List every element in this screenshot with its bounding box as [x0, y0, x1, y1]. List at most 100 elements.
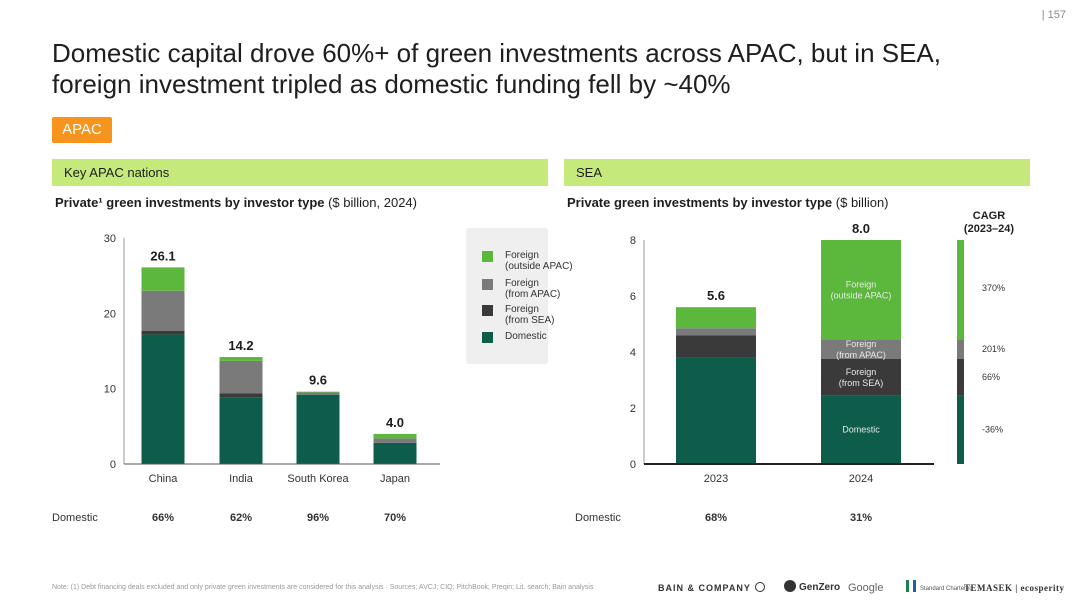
legend-item-outside-apac: Foreign (outside APAC) [482, 250, 573, 272]
cagr-strip-foreign-from-sea [957, 359, 964, 396]
right-domestic-row-label: Domestic [575, 512, 621, 524]
right-y-tick-label: 4 [630, 347, 636, 359]
bar-segment-japan-domestic [373, 442, 417, 464]
right-y-tick-label: 6 [630, 291, 636, 303]
total-label-south-korea: 9.6 [309, 373, 327, 388]
domestic-share-2023: 68% [704, 512, 728, 524]
partner-logos: BAIN & COMPANY GenZero Google Standard C… [658, 580, 1068, 596]
legend-sublabel-outside-apac: (outside APAC) [505, 261, 573, 272]
total-label-china: 26.1 [150, 248, 175, 263]
x-label-2023: 2023 [704, 473, 728, 485]
legend-item-domestic: Domestic [482, 331, 547, 343]
left-y-tick-label: 0 [110, 459, 116, 471]
temasek-logo: TEMASEK | ecosperity [964, 583, 1065, 593]
cagr-strip-foreign-from-apac [957, 339, 964, 359]
left-domestic-row-label: Domestic [52, 512, 98, 524]
bar-segment-china-domestic [141, 334, 185, 464]
left-y-tick-label: 20 [104, 308, 116, 320]
domestic-share-india: 62% [229, 512, 253, 524]
cagr-title: CAGR (2023–24) [963, 210, 1015, 235]
region-tag: APAC [52, 117, 112, 143]
right-chart-subtitle: Private green investments by investor ty… [567, 195, 889, 210]
right-chart-subtitle-bold: Private green investments by investor ty… [567, 195, 833, 210]
x-label-india: India [229, 473, 254, 485]
bar-segment-2023-foreign-outside-apac [676, 307, 756, 329]
standard-chartered-logo-text: Standard Chartered [920, 586, 973, 592]
bar-segment-india-foreign-from-sea [219, 393, 263, 398]
genzero-mark-icon [784, 580, 796, 592]
right-chart-subtitle-unit: ($ billion) [832, 195, 889, 210]
legend: Foreign (outside APAC) Foreign (from APAC)… [466, 228, 573, 364]
left-panel-header: Key APAC nations [52, 159, 548, 186]
page-title: Domestic capital drove 60%+ of green inv… [52, 38, 942, 99]
total-label-india: 14.2 [228, 338, 253, 353]
bar-segment-japan-foreign-from-apac [373, 438, 417, 443]
bar-segment-china-foreign-outside-apac [141, 267, 185, 291]
genzero-logo-text: GenZero [799, 582, 841, 593]
cagr-value-foreign-outside-apac: 370% [982, 283, 1005, 293]
inner-label-foreign-from-apac: Foreign (from APAC) [836, 339, 886, 360]
bar-segment-india-domestic [219, 397, 263, 464]
cagr-strip-domestic [957, 395, 964, 464]
legend-label-from-apac: Foreign [505, 278, 539, 289]
legend-swatch-domestic [482, 332, 493, 343]
legend-sublabel-from-sea: (from SEA) [505, 315, 555, 326]
bar-segment-india-foreign-outside-apac [219, 357, 263, 361]
bar-segment-china-foreign-from-sea [141, 330, 185, 335]
left-y-tick-label: 10 [104, 384, 116, 396]
x-label-2024: 2024 [849, 473, 873, 485]
inner-label-foreign-from-sea: Foreign (from SEA) [839, 367, 884, 388]
right-y-tick-label: 8 [630, 235, 636, 247]
cagr-value-domestic: -36% [982, 425, 1003, 435]
cagr-value-foreign-from-apac: 201% [982, 344, 1005, 354]
total-label-2023: 5.6 [707, 288, 725, 303]
domestic-share-china: 66% [151, 512, 175, 524]
total-label-japan: 4.0 [386, 415, 404, 430]
cagr-value-foreign-from-sea: 66% [982, 372, 1000, 382]
legend-label-outside-apac: Foreign [505, 250, 539, 261]
bain-logo: BAIN & COMPANY [658, 580, 765, 596]
page-number: | 157 [1041, 9, 1066, 21]
bar-segment-2024-foreign-from-sea [821, 359, 901, 396]
right-panel-header: SEA [564, 159, 1030, 186]
bar-segment-south-korea-foreign-from-apac [296, 392, 340, 395]
right-y-tick-label: 2 [630, 403, 636, 415]
bar-segment-south-korea-domestic [296, 394, 340, 464]
left-chart-subtitle-unit: ($ billion, 2024) [324, 195, 417, 210]
google-logo: Google [848, 582, 884, 594]
x-label-china: China [149, 473, 179, 485]
domestic-share-2024: 31% [849, 512, 873, 524]
left-chart-subtitle-bold: Private¹ green investments by investor t… [55, 195, 325, 210]
legend-item-from-sea: Foreign (from SEA) [482, 304, 554, 326]
right-y-tick-label: 0 [630, 459, 636, 471]
bain-clock-icon [754, 582, 765, 592]
bar-segment-south-korea-foreign-outside-apac [296, 391, 340, 393]
bar-segment-2024-foreign-from-apac [821, 339, 901, 359]
bar-segment-2023-domestic [676, 357, 756, 464]
total-label-2024: 8.0 [852, 221, 870, 236]
legend-swatch-outside-apac [482, 251, 493, 262]
bar-segment-2023-foreign-from-sea [676, 335, 756, 358]
legend-swatch-from-sea [482, 305, 493, 316]
inner-label-foreign-outside-apac: Foreign (outside APAC) [831, 280, 892, 301]
standard-chartered-mark-icon [906, 580, 916, 592]
x-label-japan: Japan [380, 473, 410, 485]
legend-label-from-sea: Foreign [505, 304, 539, 315]
x-label-south-korea: South Korea [287, 473, 349, 485]
left-y-tick-label: 30 [104, 233, 116, 245]
domestic-share-south-korea: 96% [306, 512, 330, 524]
left-chart-subtitle: Private¹ green investments by investor t… [55, 195, 417, 210]
inner-label-domestic: Domestic [842, 425, 880, 435]
genzero-logo: GenZero [784, 580, 840, 596]
bar-segment-2023-foreign-from-apac [676, 328, 756, 336]
legend-item-from-apac: Foreign (from APAC) [482, 278, 560, 300]
standard-chartered-logo: Standard Chartered [906, 580, 973, 593]
domestic-share-japan: 70% [383, 512, 407, 524]
cagr-strip-foreign-outside-apac [957, 240, 964, 340]
legend-label-domestic: Domestic [505, 331, 547, 342]
bar-segment-china-foreign-from-apac [141, 290, 185, 331]
bar-segment-japan-foreign-outside-apac [373, 433, 417, 439]
bar-segment-2024-foreign-outside-apac [821, 240, 901, 340]
bar-segment-2024-domestic [821, 395, 901, 464]
